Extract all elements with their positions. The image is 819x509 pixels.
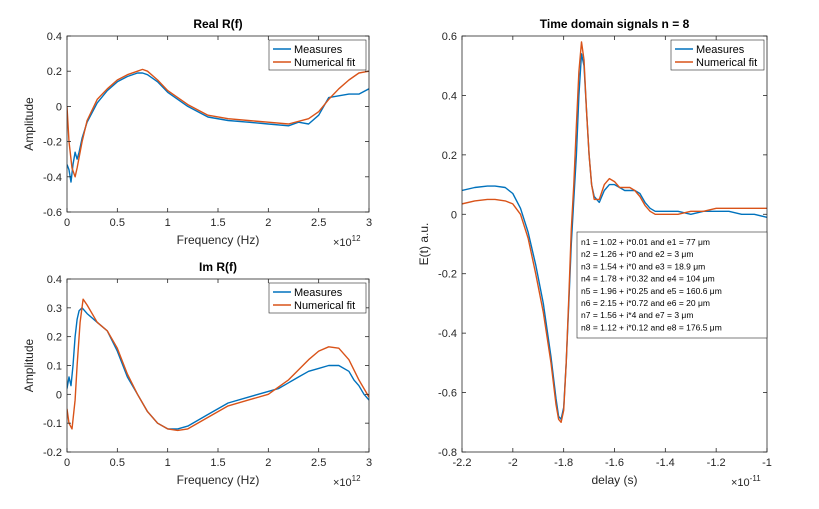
annotation-line: n3 = 1.54 + i*0 and e3 = 18.9 μm xyxy=(581,261,705,271)
x-tick-label: 0.5 xyxy=(110,217,125,229)
x-exponent-power: -11 xyxy=(750,474,762,483)
x-tick-label: -2 xyxy=(508,457,518,469)
y-tick-label: -0.6 xyxy=(438,388,457,400)
chart-real: 0 0.5 1 1.5 2 2.5 3 -0.6 -0.4 -0.2 0 0.2 0.4 Real R(f… xyxy=(22,17,372,249)
x-tick-label: 1.5 xyxy=(210,457,225,469)
y-tick-label: 0 xyxy=(56,389,62,401)
annotation-frame xyxy=(576,231,768,339)
x-tick-label: 1 xyxy=(165,217,171,229)
y-tick-label: 0.4 xyxy=(442,90,457,102)
x-tick-label: -1 xyxy=(762,457,772,469)
legend-label: Measures xyxy=(696,44,745,56)
annotation-line: n2 = 1.26 + i*0 and e2 = 3 μm xyxy=(581,249,693,259)
y-tick-label: 0.1 xyxy=(47,361,62,373)
chart-title: Real R(f) xyxy=(193,17,242,31)
y-axis-label: E(t) a.u. xyxy=(417,223,431,266)
legend-box xyxy=(268,282,367,314)
chart-time: -2.2 -2 -1.8 -1.6 -1.4 -1.2 -1 -0.8 -0.6 -0.4 -0.2… xyxy=(417,17,772,489)
y-tick-label: 0.4 xyxy=(47,274,62,286)
annotation-box: n1 = 1.02 + i*0.01 and e1 = 77 μm n2 = 1.… xyxy=(576,231,768,339)
annotation-line: n8 = 1.12 + i*0.12 and e8 = 176.5 μm xyxy=(581,322,722,332)
series-line-measures xyxy=(67,307,369,430)
y-tick-label: 0.2 xyxy=(47,332,62,344)
y-tick-label: 0 xyxy=(56,101,62,113)
legend-label: Measures xyxy=(294,287,343,299)
x-tick-label: 2.5 xyxy=(311,217,326,229)
annotation-line: n5 = 1.96 + i*0.25 and e5 = 160.6 μm xyxy=(581,286,722,296)
y-tick-label: -0.2 xyxy=(43,447,62,459)
x-axis-label: Frequency (Hz) xyxy=(177,233,260,247)
y-tick-label: 0.6 xyxy=(442,31,457,43)
y-tick-label: -0.4 xyxy=(438,328,457,340)
y-tick-label: -0.2 xyxy=(438,269,457,281)
x-axis-label: Frequency (Hz) xyxy=(177,473,260,487)
x-tick-label: 2 xyxy=(265,457,271,469)
chart-title: Im R(f) xyxy=(199,260,237,274)
x-tick-label: 0.5 xyxy=(110,457,125,469)
legend-box xyxy=(670,39,765,71)
x-tick-label: -2.2 xyxy=(453,457,472,469)
x-tick-label: 3 xyxy=(366,457,372,469)
x-axis-label: delay (s) xyxy=(591,473,637,487)
x-tick-label: -1.6 xyxy=(605,457,624,469)
x-tick-label: 1 xyxy=(165,457,171,469)
legend-box xyxy=(268,39,367,71)
x-tick-label: -1.8 xyxy=(554,457,573,469)
legend-label: Numerical fit xyxy=(696,57,757,69)
series-line-numerical-fit xyxy=(462,41,767,423)
y-axis-label: Amplitude xyxy=(22,339,36,393)
y-tick-label: -0.1 xyxy=(43,418,62,430)
series-line-measures xyxy=(67,72,369,183)
annotation-line: n7 = 1.56 + i*4 and e7 = 3 μm xyxy=(581,310,693,320)
annotation-line: n1 = 1.02 + i*0.01 and e1 = 77 μm xyxy=(581,237,710,247)
x-tick-label: 2.5 xyxy=(311,457,326,469)
x-tick-label: -1.2 xyxy=(707,457,726,469)
x-exponent-label: ×1012 xyxy=(333,474,361,489)
x-tick-label: 1.5 xyxy=(210,217,225,229)
y-axis-label: Amplitude xyxy=(22,97,36,151)
x-exponent-power: 12 xyxy=(352,474,361,483)
annotation-line: n6 = 2.15 + i*0.72 and e6 = 20 μm xyxy=(581,298,710,308)
x-tick-label: 3 xyxy=(366,217,372,229)
chart-imag: 0 0.5 1 1.5 2 2.5 3 -0.2 -0.1 0 0.1 0.2 0.3 0.4 Im R(f… xyxy=(22,260,372,489)
y-tick-label: -0.4 xyxy=(43,172,62,184)
x-exponent-label: ×10-11 xyxy=(731,474,761,489)
y-tick-label: 0.2 xyxy=(47,66,62,78)
legend-label: Numerical fit xyxy=(294,57,355,69)
x-tick-label: 0 xyxy=(64,457,70,469)
y-tick-label: 0 xyxy=(451,209,457,221)
y-tick-label: 0.2 xyxy=(442,150,457,162)
y-tick-label: -0.8 xyxy=(438,447,457,459)
x-exponent-power: 12 xyxy=(352,234,361,243)
x-tick-label: 0 xyxy=(64,217,70,229)
legend-label: Measures xyxy=(294,44,343,56)
series-line-numerical-fit xyxy=(67,68,369,178)
chart-title: Time domain signals n = 8 xyxy=(540,17,690,31)
series-line-numerical-fit xyxy=(67,298,369,432)
y-tick-label: 0.4 xyxy=(47,31,62,43)
y-tick-label: 0.3 xyxy=(47,303,62,315)
x-exponent-label: ×1012 xyxy=(333,234,361,249)
y-tick-label: -0.6 xyxy=(43,207,62,219)
y-tick-label: -0.2 xyxy=(43,137,62,149)
annotation-line: n4 = 1.78 + i*0.32 and e4 = 104 μm xyxy=(581,274,715,284)
x-tick-label: -1.4 xyxy=(656,457,675,469)
legend-label: Numerical fit xyxy=(294,300,355,312)
x-tick-label: 2 xyxy=(265,217,271,229)
